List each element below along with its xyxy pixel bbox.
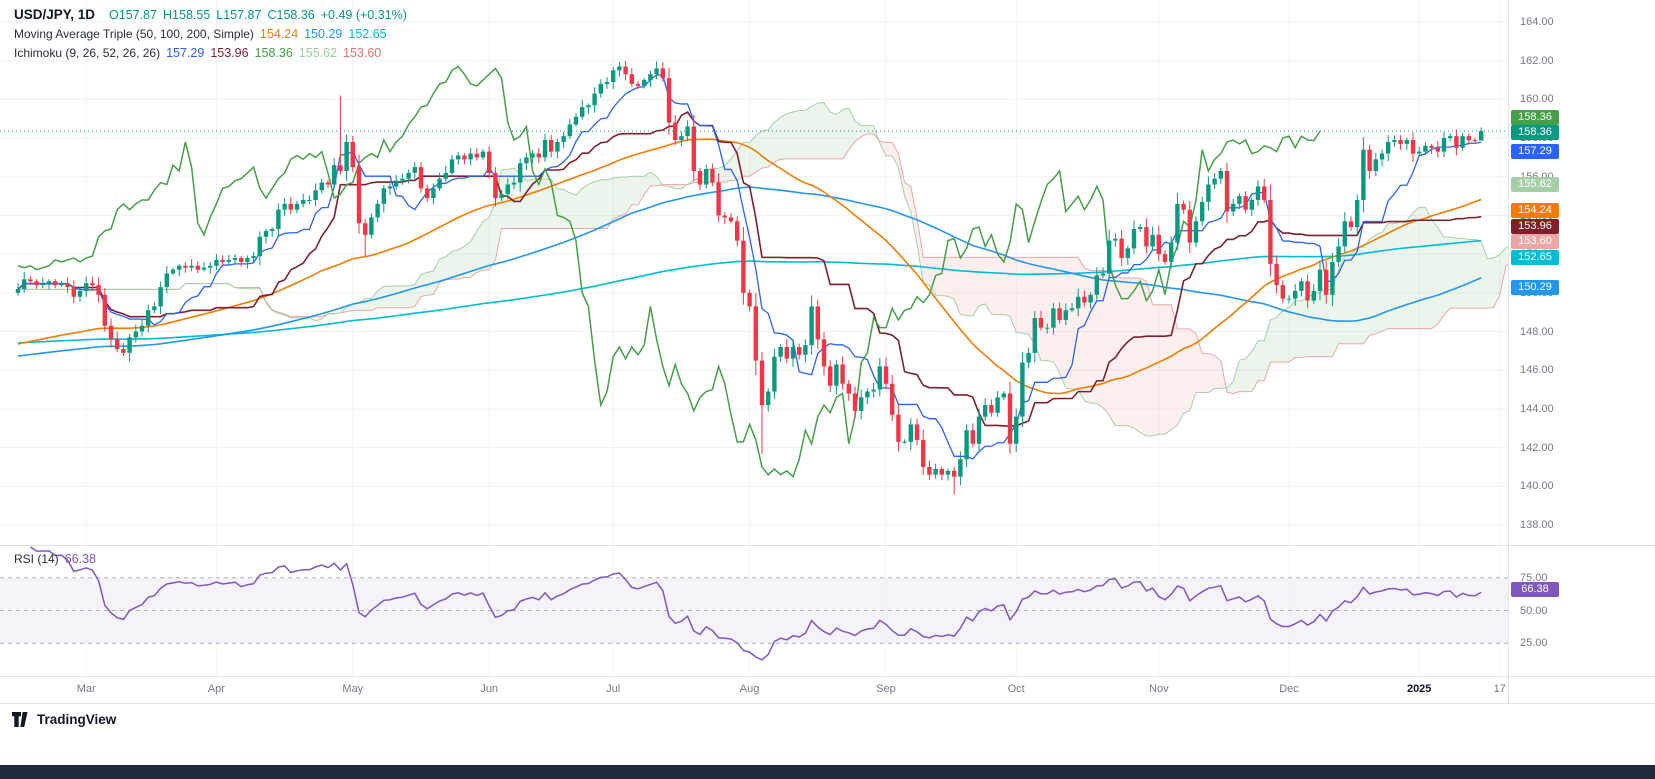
tradingview-logo-icon xyxy=(12,712,28,727)
pane-divider[interactable] xyxy=(0,545,1655,546)
time-axis-label: Dec xyxy=(1279,683,1299,695)
price-axis[interactable]: 164.00162.00160.00158.00156.00154.00152.… xyxy=(1508,0,1655,703)
ichimoku-indicator-name: Ichimoku (9, 26, 52, 26, 26) xyxy=(14,46,161,60)
ma-legend-row[interactable]: Moving Average Triple (50, 100, 200, Sim… xyxy=(14,24,407,43)
widget-bottom-border xyxy=(0,703,1655,704)
rsi-indicator-name: RSI (14) xyxy=(14,552,59,566)
bottom-bar xyxy=(0,765,1655,779)
time-axis-label: Mar xyxy=(76,683,96,695)
symbol-legend-row[interactable]: USD/JPY, 1D O157.87 H158.55 L157.87 C158.36 +… xyxy=(14,5,407,24)
legend: USD/JPY, 1D O157.87 H158.55 L157.87 C158.36 +… xyxy=(14,5,407,62)
time-axis-label: 2025 xyxy=(1406,683,1432,695)
sma100-value: 150.29 xyxy=(304,27,343,41)
footer: TradingView xyxy=(0,703,1655,765)
ohlc-high: H158.55 xyxy=(163,8,211,22)
symbol-title: USD/JPY, 1D xyxy=(14,7,96,22)
rsi-legend-row[interactable]: RSI (14) 66.38 xyxy=(14,549,96,568)
ohlc-low: L157.87 xyxy=(216,8,262,22)
time-axis-label: Nov xyxy=(1149,683,1169,695)
price-axis-label: 164.00 xyxy=(1520,16,1554,28)
ma-indicator-name: Moving Average Triple (50, 100, 200, Sim… xyxy=(14,27,254,41)
rsi-value-tag: 66.38 xyxy=(1511,581,1559,597)
price-axis-label: 138.00 xyxy=(1520,519,1554,531)
price-change: +0.49 (+0.31%) xyxy=(320,8,407,22)
price-axis-label: 144.00 xyxy=(1520,402,1554,415)
price-axis-label: 146.00 xyxy=(1520,364,1554,377)
price-axis-label: 162.00 xyxy=(1520,54,1554,67)
time-axis-divider xyxy=(0,676,1655,677)
price-axis-label: 140.00 xyxy=(1520,480,1554,493)
ichimoku-legend-row[interactable]: Ichimoku (9, 26, 52, 26, 26) 157.29 153.96… xyxy=(14,43,407,62)
leading-span-a-price-tag: 155.62 xyxy=(1511,176,1559,192)
time-axis-label: Aug xyxy=(739,683,760,695)
candlestick-chart xyxy=(0,0,1508,545)
brand-name: TradingView xyxy=(37,712,117,727)
rsi-value: 66.38 xyxy=(64,552,96,566)
time-axis-label: Sep xyxy=(876,683,896,695)
time-axis[interactable]: Mar Apr May Jun Jul Aug Sep Oct Nov Dec 2025 17 xyxy=(0,676,1508,703)
rsi-chart xyxy=(0,545,1508,676)
tradingview-logo[interactable]: TradingView xyxy=(12,712,116,727)
rsi-axis-label: 75.00 xyxy=(1520,571,1548,584)
ichimoku-lagging-value: 158.36 xyxy=(254,46,293,60)
ohlc-open: O157.87 xyxy=(109,8,158,22)
base-line-price-tag: 153.96 xyxy=(1511,218,1559,234)
sma200-value: 152.65 xyxy=(348,27,387,41)
price-axis-label: 160.00 xyxy=(1520,93,1554,106)
time-axis-label: Jun xyxy=(480,683,499,695)
time-axis-label: Jul xyxy=(606,683,621,695)
time-axis-label: Apr xyxy=(207,683,225,695)
ichimoku-lead-a-value: 155.62 xyxy=(298,46,338,60)
time-axis-label: May xyxy=(342,683,364,695)
ohlc-close: C158.36 xyxy=(267,8,315,22)
price-pane[interactable] xyxy=(0,0,1508,545)
sma200-price-tag: 152.65 xyxy=(1511,249,1559,265)
ichimoku-lead-b-value: 153.60 xyxy=(343,46,382,60)
price-axis-label: 148.00 xyxy=(1520,325,1554,338)
rsi-axis-label: 50.00 xyxy=(1520,604,1548,617)
rsi-axis-label: 25.00 xyxy=(1520,637,1548,650)
rsi-pane[interactable] xyxy=(0,545,1508,676)
ichimoku-conversion-value: 157.29 xyxy=(166,46,205,60)
lagging-span-price-tag: 158.36 xyxy=(1511,109,1559,125)
time-axis-label: 17 xyxy=(1493,683,1506,695)
last-price-tag: 158.36 xyxy=(1511,125,1559,141)
ichimoku-base-value: 153.96 xyxy=(210,46,249,60)
sma50-value: 154.24 xyxy=(259,27,299,41)
sma100-price-tag: 150.29 xyxy=(1511,279,1559,295)
price-axis-label: 142.00 xyxy=(1520,441,1554,454)
time-axis-label: Oct xyxy=(1007,683,1025,695)
leading-span-b-price-tag: 153.60 xyxy=(1511,234,1559,250)
conversion-line-price-tag: 157.29 xyxy=(1511,144,1559,160)
sma50-price-tag: 154.24 xyxy=(1511,203,1559,219)
